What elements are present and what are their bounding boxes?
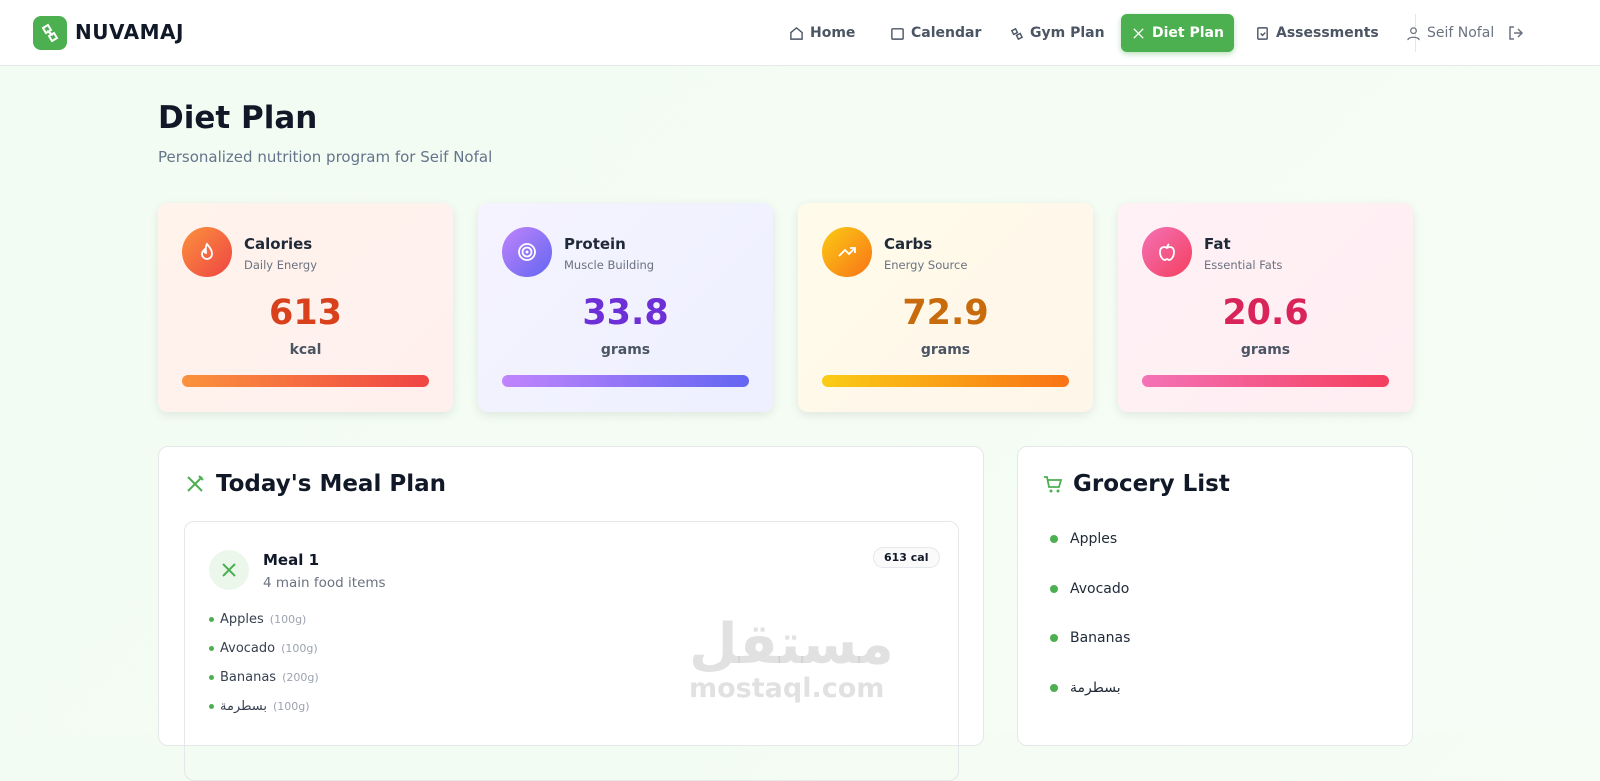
stat-bar xyxy=(182,375,429,387)
stat-unit: kcal xyxy=(289,342,322,358)
nav-link-text[interactable]: Diet Plan xyxy=(1152,25,1224,41)
stat-label: Fat xyxy=(1204,235,1231,253)
stat-label: Protein xyxy=(564,235,626,253)
page-subtitle: Personalized nutrition program for Seif … xyxy=(158,148,493,166)
meal-item: Apples (100g) xyxy=(209,612,306,627)
bullet xyxy=(209,646,214,651)
stat-card: Carbs Energy Source 72.9 grams xyxy=(798,203,1093,412)
stat-card: Fat Essential Fats 20.6 grams xyxy=(1118,203,1413,412)
panel-title-text: Grocery List xyxy=(1073,471,1230,497)
grocery-panel: Grocery List Apples Avocado Bananas بسطرمة xyxy=(1017,446,1413,746)
grocery-item: بسطرمة xyxy=(1050,680,1121,696)
stat-bar xyxy=(1142,375,1389,387)
stat-card: Protein Muscle Building 33.8 grams xyxy=(478,203,773,412)
bullet xyxy=(1050,584,1058,593)
meal-summary: 4 main food items xyxy=(263,575,386,591)
item-amount: (100g) xyxy=(269,613,307,626)
stat-unit: grams xyxy=(1240,342,1291,358)
panel-title-text: Today's Meal Plan xyxy=(216,471,446,497)
bullet xyxy=(1050,535,1058,543)
item-name: Apples xyxy=(220,612,264,627)
grocery-item: Avocado xyxy=(1050,581,1129,597)
bullet xyxy=(209,704,214,709)
nav-link-text[interactable]: Home xyxy=(810,25,856,41)
item-name: Avocado xyxy=(220,641,276,656)
grocery-item: Apples xyxy=(1050,531,1117,547)
item-amount: (100g) xyxy=(273,700,310,713)
meal-plan-panel: Today's Meal Plan Meal 1 4 main food ite… xyxy=(158,446,984,781)
navbar: NUVAMAJ Home Calendar Gym Plan Diet Plan… xyxy=(0,0,1600,66)
meal-name: Meal 1 xyxy=(263,551,320,569)
nav-link[interactable]: Gym Plan xyxy=(999,14,1115,52)
nav-link-text[interactable]: Calendar xyxy=(911,25,982,41)
stat-value: 72.9 xyxy=(902,293,989,333)
item-name: Bananas xyxy=(220,670,277,685)
stat-icon xyxy=(182,227,232,277)
stat-value: 613 xyxy=(268,293,343,333)
stat-icon xyxy=(822,227,872,277)
bullet xyxy=(209,617,214,622)
watermark: مستقل xyxy=(689,612,894,677)
stat-label: Calories xyxy=(244,235,313,253)
stat-value: 33.8 xyxy=(582,293,669,333)
grocery-item: Bananas xyxy=(1050,630,1130,646)
stat-unit: grams xyxy=(920,342,971,358)
item-amount: (200g) xyxy=(282,671,319,684)
meal-item: Avocado (100g) xyxy=(209,641,318,656)
watermark: mostaql.com xyxy=(689,673,885,704)
stat-icon xyxy=(1142,227,1192,277)
item-amount: (100g) xyxy=(281,642,318,655)
stat-unit: grams xyxy=(600,342,651,358)
stat-bar xyxy=(822,375,1069,387)
stat-label: Carbs xyxy=(884,235,933,253)
separator xyxy=(1415,14,1416,52)
grocery-name: بسطرمة xyxy=(1070,679,1121,696)
nav-link-active[interactable]: Diet Plan xyxy=(1121,14,1234,52)
user-name[interactable]: Seif Nofal xyxy=(1427,25,1495,41)
grocery-name: Avocado xyxy=(1070,580,1130,597)
logo[interactable] xyxy=(33,16,67,50)
stat-sub: Essential Fats xyxy=(1204,258,1283,272)
item-name: بسطرمة xyxy=(220,699,267,714)
meal-item: بسطرمة (100g) xyxy=(209,699,310,714)
panel-title: Today's Meal Plan xyxy=(184,471,446,497)
page-title: Diet Plan xyxy=(158,100,318,136)
grocery-name: Bananas xyxy=(1070,630,1131,646)
stat-bar xyxy=(502,375,749,387)
stat-sub: Muscle Building xyxy=(564,258,655,272)
grocery-name: Apples xyxy=(1070,531,1118,547)
logout-icon[interactable] xyxy=(1508,25,1524,41)
bullet xyxy=(209,675,214,680)
user-menu[interactable]: Seif Nofal xyxy=(1396,14,1504,52)
stat-sub: Energy Source xyxy=(884,258,968,272)
stat-card: Calories Daily Energy 613 kcal xyxy=(158,203,453,412)
nav-link-text[interactable]: Assessments xyxy=(1276,25,1379,41)
panel-title: Grocery List xyxy=(1043,471,1230,497)
bullet xyxy=(1050,634,1058,642)
nav-link[interactable]: Assessments xyxy=(1245,14,1389,52)
nav-link[interactable]: Home xyxy=(779,14,865,52)
meal-item: Bananas (200g) xyxy=(209,670,319,685)
stat-icon xyxy=(502,227,552,277)
nav-link[interactable]: Calendar xyxy=(880,14,991,52)
bullet xyxy=(1050,683,1058,692)
stat-sub: Daily Energy xyxy=(244,258,318,272)
brand[interactable]: NUVAMAJ xyxy=(75,20,184,44)
meal-icon xyxy=(209,550,249,590)
calorie-badge: 613 cal xyxy=(873,547,940,568)
stat-value: 20.6 xyxy=(1222,293,1309,333)
nav-link-text[interactable]: Gym Plan xyxy=(1030,25,1105,41)
